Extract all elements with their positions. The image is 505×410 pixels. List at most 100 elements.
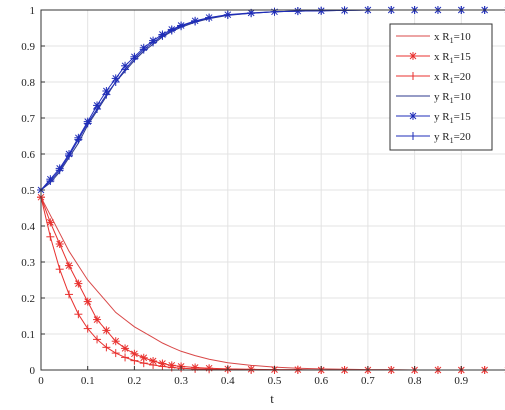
legend-item: y R1=20 bbox=[396, 131, 471, 145]
x-tick-label: 0.6 bbox=[314, 375, 328, 387]
data-point bbox=[83, 324, 92, 333]
y-tick-label: 0 bbox=[30, 365, 36, 377]
x-axis-ticks: 00.10.20.30.40.50.60.70.80.91 bbox=[38, 366, 469, 387]
data-point bbox=[149, 360, 158, 369]
data-point bbox=[102, 343, 111, 352]
legend-label: x R1=15 bbox=[434, 51, 471, 65]
data-point bbox=[93, 105, 102, 113]
y-tick-label: 0.2 bbox=[21, 293, 35, 305]
x-tick-label: 0.5 bbox=[268, 375, 282, 387]
legend-label-subscript: 1 bbox=[450, 136, 454, 145]
data-point-d2 bbox=[46, 219, 54, 226]
data-point bbox=[139, 45, 148, 54]
data-point bbox=[158, 362, 167, 371]
data-point bbox=[191, 17, 200, 26]
data-point bbox=[111, 337, 120, 346]
legend-marker-d2 bbox=[409, 112, 417, 120]
legend-box bbox=[389, 23, 493, 151]
y-axis-ticks: 0 0.1 0.2 0.3 0.4 0.5 0.6 0.7 0.8 0.9 1 bbox=[21, 5, 45, 377]
data-point bbox=[46, 218, 55, 227]
data-point-d2 bbox=[75, 280, 82, 287]
data-point bbox=[149, 38, 158, 47]
data-point bbox=[223, 11, 232, 20]
data-point-d2 bbox=[121, 345, 129, 352]
legend-label: y R1=10 bbox=[434, 91, 471, 105]
data-point bbox=[130, 349, 139, 358]
legend-marker bbox=[409, 72, 417, 80]
data-point-d2 bbox=[103, 327, 110, 334]
y-tick-label: 1 bbox=[30, 5, 36, 17]
x-tick-label: 0.1 bbox=[81, 375, 95, 387]
legend-label-suffix: =20 bbox=[454, 131, 472, 143]
data-point bbox=[55, 166, 64, 175]
legend-label-prefix: y R bbox=[434, 131, 450, 143]
legend-label-suffix: =10 bbox=[454, 31, 472, 43]
legend-label-suffix: =20 bbox=[454, 71, 472, 83]
y-tick-label: 0.5 bbox=[21, 185, 35, 197]
data-point bbox=[130, 356, 139, 365]
x-tick-label: 0.3 bbox=[174, 375, 188, 387]
legend-label-prefix: x R bbox=[434, 71, 450, 83]
data-point bbox=[205, 13, 214, 22]
legend-label-prefix: y R bbox=[434, 91, 450, 103]
y-tick-label: 0.6 bbox=[21, 149, 35, 161]
data-point bbox=[65, 261, 74, 270]
x-tick-label: 0.9 bbox=[454, 375, 468, 387]
data-point bbox=[65, 290, 74, 299]
data-point-d2 bbox=[140, 354, 148, 362]
data-point bbox=[270, 7, 279, 16]
y-tick-label: 0.4 bbox=[21, 221, 35, 233]
x-tick-label: 0.8 bbox=[408, 375, 422, 387]
legend-marker bbox=[409, 52, 417, 60]
data-point bbox=[74, 279, 83, 288]
data-point bbox=[177, 22, 186, 31]
data-point bbox=[93, 315, 102, 324]
legend-item: x R1=20 bbox=[396, 71, 471, 85]
data-point bbox=[111, 349, 120, 358]
data-point bbox=[121, 353, 130, 362]
x-tick-label: 0.4 bbox=[221, 375, 235, 387]
data-point bbox=[167, 26, 176, 35]
data-point bbox=[121, 344, 130, 353]
legend-label: x R1=10 bbox=[434, 31, 471, 45]
data-point-d2 bbox=[56, 240, 64, 248]
data-point bbox=[111, 78, 120, 86]
legend: x R1=10x R1=15x R1=20y R1=10y R1=15y R1=… bbox=[389, 23, 493, 151]
legend-marker bbox=[409, 112, 417, 120]
legend-label: x R1=20 bbox=[434, 71, 471, 85]
x-tick-label: 0.2 bbox=[128, 375, 142, 387]
data-point bbox=[205, 365, 214, 374]
x-tick-label: 0 bbox=[38, 375, 44, 387]
data-point bbox=[46, 232, 55, 241]
data-point bbox=[102, 326, 111, 335]
data-point bbox=[293, 7, 302, 16]
data-point-d2 bbox=[93, 316, 101, 323]
legend-label-subscript: 1 bbox=[450, 36, 454, 45]
data-point bbox=[74, 135, 83, 144]
data-point bbox=[121, 65, 130, 74]
data-point-d2 bbox=[112, 337, 120, 345]
data-point bbox=[46, 177, 55, 185]
legend-marker bbox=[409, 132, 417, 140]
data-point-d2 bbox=[131, 350, 138, 358]
legend-label-subscript: 1 bbox=[450, 76, 454, 85]
legend-label-prefix: x R bbox=[434, 51, 450, 63]
legend-marker-d2 bbox=[409, 52, 417, 60]
legend-label: y R1=20 bbox=[434, 131, 471, 145]
legend-item: x R1=15 bbox=[396, 51, 471, 65]
legend-label-prefix: y R bbox=[434, 111, 450, 123]
y-tick-label: 0.1 bbox=[21, 329, 35, 341]
legend-label-subscript: 1 bbox=[450, 96, 454, 105]
y-tick-label: 0.3 bbox=[21, 257, 35, 269]
legend-item: x R1=10 bbox=[396, 31, 471, 45]
data-point bbox=[74, 310, 83, 319]
data-point bbox=[83, 119, 92, 128]
legend-item: y R1=15 bbox=[396, 111, 471, 125]
data-point bbox=[130, 54, 139, 63]
data-point bbox=[247, 9, 256, 18]
data-point bbox=[139, 359, 148, 368]
data-point-d2 bbox=[65, 262, 73, 269]
y-tick-label: 0.7 bbox=[21, 113, 35, 125]
data-point bbox=[65, 151, 74, 160]
legend-label-prefix: x R bbox=[434, 31, 450, 43]
